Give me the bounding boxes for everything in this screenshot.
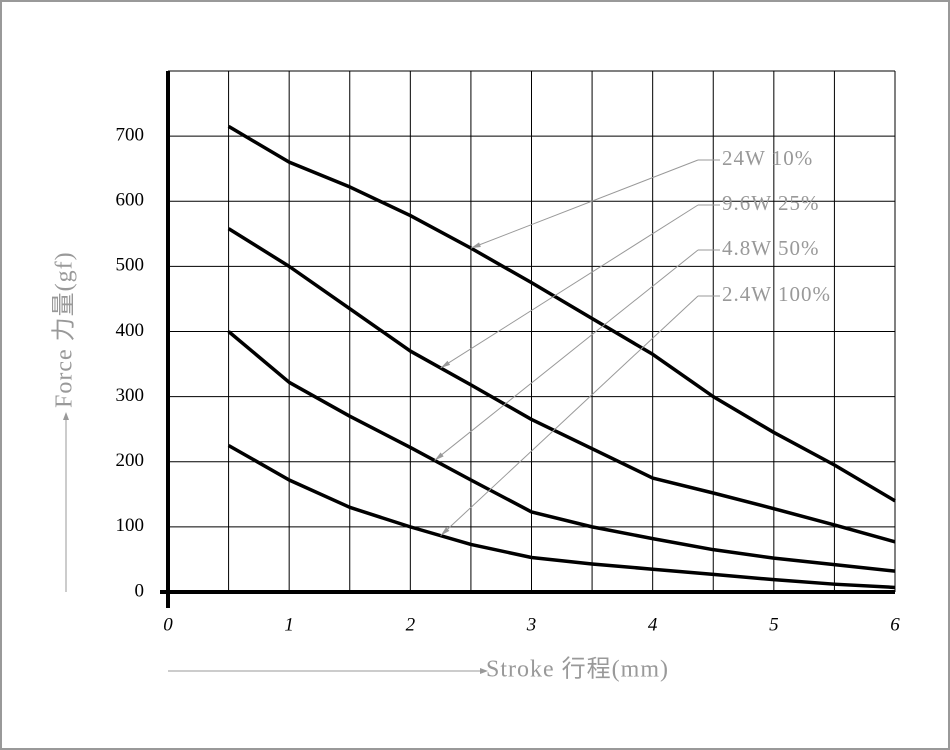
x-tick-label: 6	[890, 614, 900, 635]
legend-arrow	[440, 295, 699, 537]
legend-arrow	[470, 159, 699, 249]
y-tick-label: 300	[116, 385, 145, 406]
series-line	[227, 330, 896, 573]
series-line	[227, 443, 896, 590]
x-tick-label: 1	[284, 614, 294, 635]
y-tick-label: 0	[135, 580, 145, 601]
legend-arrow	[434, 249, 699, 461]
y-tick-label: 700	[116, 124, 145, 145]
legend-label: 4.8W 50%	[722, 236, 819, 260]
y-tick-label: 500	[116, 255, 145, 276]
legend-arrowhead	[440, 360, 451, 368]
legend-arrowhead	[470, 242, 481, 249]
legend-label: 9.6W 25%	[722, 191, 819, 215]
plot	[227, 124, 896, 590]
x-axis-label: Stroke 行程(mm)	[486, 656, 669, 683]
legend-label: 24W 10%	[722, 146, 813, 170]
y-axis-label: Force 力量(gf)	[51, 251, 78, 408]
legend-arrow	[440, 204, 699, 369]
y-tick-label: 100	[116, 515, 145, 536]
legend-arrowhead	[434, 452, 444, 461]
x-tick-label: 4	[648, 614, 658, 635]
x-label-arrowhead	[480, 668, 488, 674]
series-line	[227, 227, 896, 544]
y-tick-label: 200	[116, 450, 145, 471]
y-label-arrowhead	[63, 412, 69, 420]
x-tick-label: 2	[406, 614, 416, 635]
y-tick-label: 600	[116, 190, 145, 211]
x-tick-label: 0	[163, 614, 173, 635]
series-line	[227, 124, 896, 503]
legend-label: 2.4W 100%	[722, 282, 831, 306]
x-tick-label: 5	[769, 614, 779, 635]
y-tick-label: 400	[116, 320, 145, 341]
x-tick-label: 3	[526, 614, 537, 635]
legend-arrowhead	[440, 527, 450, 536]
